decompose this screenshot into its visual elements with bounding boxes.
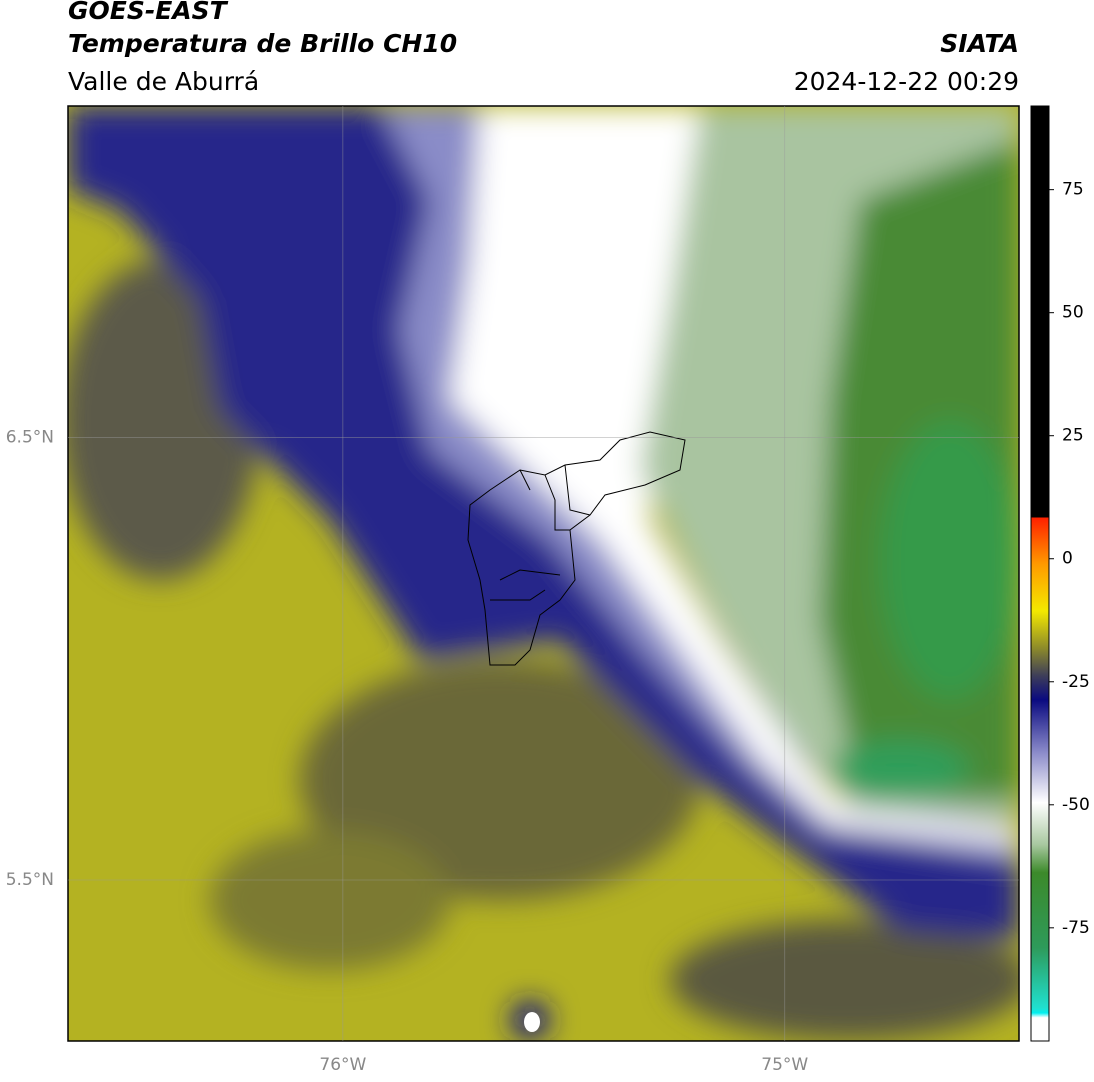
colorbar-tick-label: -50	[1062, 795, 1090, 815]
colorbar-tick-label: 50	[1062, 303, 1084, 323]
map-frame	[67, 105, 1020, 1042]
colorbar-tick-label: 25	[1062, 426, 1084, 446]
y-tick-label: 5.5°N	[6, 870, 54, 890]
x-tick-label: 75°W	[761, 1055, 808, 1075]
colorbar-tick-label: 0	[1062, 549, 1073, 569]
colorbar	[1030, 105, 1050, 1042]
colorbar-tick-label: -75	[1062, 918, 1090, 938]
y-tick-label: 6.5°N	[6, 428, 54, 448]
title: GOES-EAST	[68, 0, 229, 25]
datetime: 2024-12-22 00:29	[794, 67, 1019, 96]
subtitle: Temperatura de Brillo CH10	[68, 29, 457, 58]
municipal-boundaries	[467, 431, 686, 666]
colorbar-tick-label: 75	[1062, 180, 1084, 200]
x-tick-label: 76°W	[319, 1055, 366, 1075]
colorbar-tick-label: -25	[1062, 672, 1090, 692]
region: Valle de Aburrá	[68, 67, 259, 96]
agency: SIATA	[940, 29, 1019, 58]
satellite-image	[68, 106, 1019, 1041]
